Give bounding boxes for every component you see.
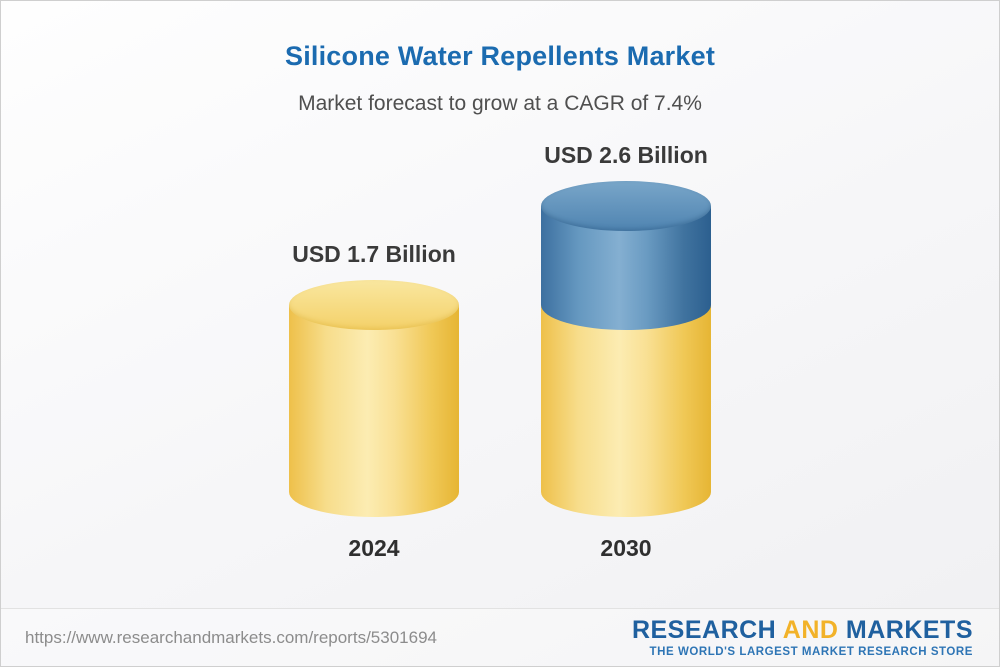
footer: https://www.researchandmarkets.com/repor… [1,608,999,666]
year-label-2024: 2024 [348,535,400,561]
cylinder-2024-body [289,305,459,517]
logo-word-and: AND [782,615,839,644]
logo-word-markets: MARKETS [845,615,973,644]
report-url: https://www.researchandmarkets.com/repor… [25,627,437,647]
cylinder-2024-top-cap [289,280,459,330]
value-label-2024: USD 1.7 Billion [292,241,456,267]
cylinder-2030-base-segment [541,305,711,517]
cylinder-2024 [289,280,459,517]
chart-area: USD 1.7 Billion 2024 USD 2.6 Billion 203… [1,116,999,608]
logo-tagline: THE WORLD'S LARGEST MARKET RESEARCH STOR… [649,646,973,659]
value-label-2030: USD 2.6 Billion [544,142,708,168]
research-and-markets-logo: RESEARCH AND MARKETS THE WORLD'S LARGEST… [632,617,973,658]
bar-group-2030: USD 2.6 Billion 2030 [541,142,711,562]
chart-subtitle: Market forecast to grow at a CAGR of 7.4… [298,92,702,115]
cylinder-2030 [541,181,711,517]
cylinder-2030-top-cap [541,181,711,231]
header: Silicone Water Repellents Market Market … [1,1,999,116]
year-label-2030: 2030 [600,535,652,561]
chart-title: Silicone Water Repellents Market [284,41,716,71]
logo-word-research: RESEARCH [631,615,777,644]
bar-group-2024: USD 1.7 Billion 2024 [289,241,459,562]
logo-wordmark: RESEARCH AND MARKETS [632,617,973,643]
